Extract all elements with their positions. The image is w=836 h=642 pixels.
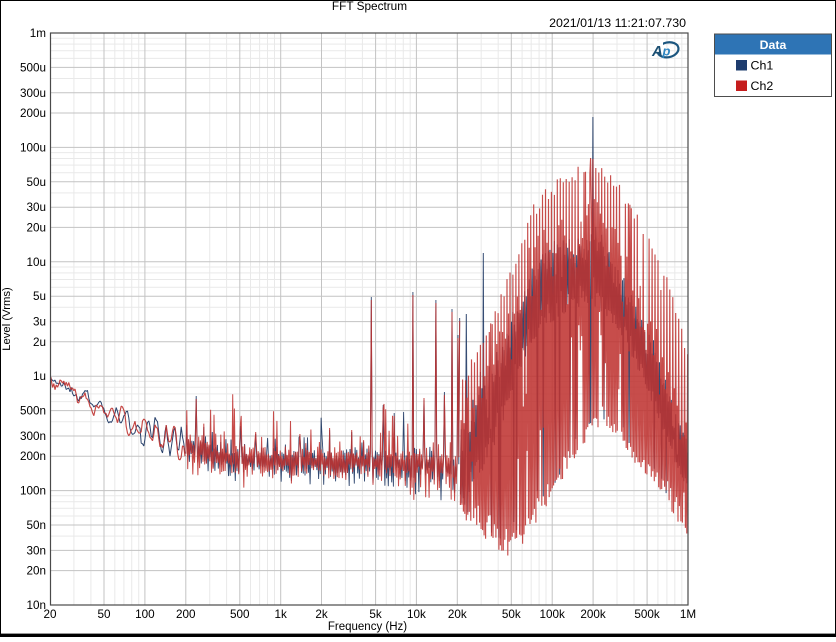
svg-text:200k: 200k [580, 608, 606, 621]
svg-text:Level (Vrms): Level (Vrms) [1, 287, 13, 351]
svg-text:500u: 500u [20, 61, 46, 74]
svg-text:30u: 30u [26, 201, 46, 214]
svg-text:10k: 10k [407, 608, 426, 621]
svg-text:200: 200 [176, 608, 196, 621]
svg-text:100n: 100n [20, 485, 46, 498]
svg-text:100u: 100u [20, 141, 46, 154]
svg-text:2021/01/13 11:21:07.730: 2021/01/13 11:21:07.730 [549, 16, 686, 30]
svg-text:300u: 300u [20, 87, 46, 100]
svg-text:5k: 5k [369, 608, 382, 621]
svg-text:500: 500 [230, 608, 250, 621]
svg-text:10n: 10n [26, 599, 46, 612]
svg-text:1M: 1M [680, 608, 696, 621]
svg-text:10u: 10u [26, 256, 46, 269]
svg-text:2u: 2u [33, 336, 46, 349]
svg-text:500k: 500k [634, 608, 660, 621]
svg-text:300n: 300n [20, 430, 46, 443]
svg-text:50: 50 [97, 608, 111, 621]
svg-text:Ch2: Ch2 [751, 79, 774, 93]
svg-text:200u: 200u [20, 107, 46, 120]
svg-text:Frequency (Hz): Frequency (Hz) [328, 621, 407, 633]
svg-text:100k: 100k [540, 608, 566, 621]
svg-text:50k: 50k [502, 608, 521, 621]
svg-text:1u: 1u [33, 370, 46, 383]
svg-text:500n: 500n [20, 405, 46, 418]
svg-text:1m: 1m [30, 27, 46, 40]
svg-text:20n: 20n [26, 565, 46, 578]
svg-text:50n: 50n [26, 519, 46, 532]
svg-text:20u: 20u [26, 221, 46, 234]
svg-text:Ch1: Ch1 [751, 59, 774, 73]
svg-text:100: 100 [135, 608, 155, 621]
svg-text:20k: 20k [448, 608, 467, 621]
svg-text:A: A [651, 43, 663, 60]
svg-text:2k: 2k [315, 608, 328, 621]
svg-text:1k: 1k [275, 608, 288, 621]
svg-text:200n: 200n [20, 450, 46, 463]
svg-text:p: p [662, 44, 671, 59]
svg-text:FFT Spectrum: FFT Spectrum [332, 0, 407, 13]
svg-text:20: 20 [43, 608, 57, 621]
svg-text:Data: Data [760, 38, 787, 52]
svg-text:30n: 30n [26, 544, 46, 557]
svg-text:50u: 50u [26, 176, 46, 189]
svg-text:5u: 5u [33, 290, 46, 303]
svg-text:3u: 3u [33, 316, 46, 329]
